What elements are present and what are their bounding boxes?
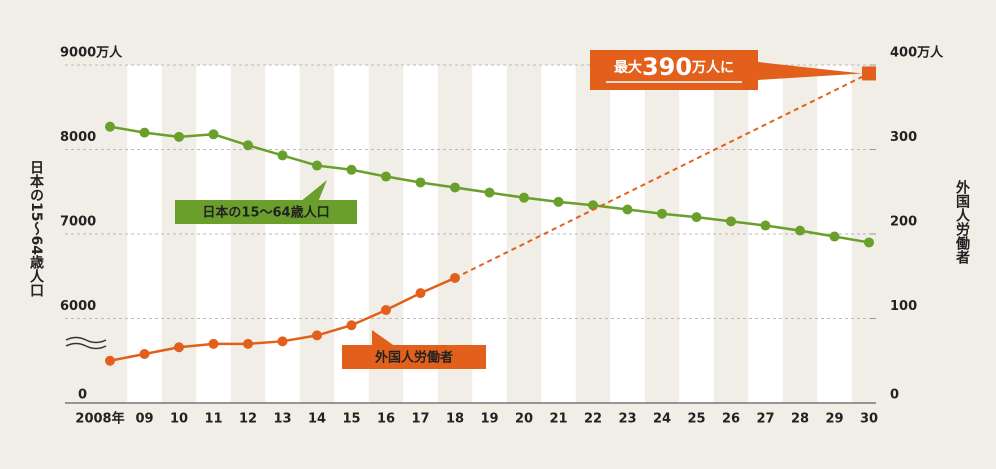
x-tick-label: 26 (722, 412, 740, 427)
point (691, 212, 702, 223)
point (795, 225, 805, 236)
x-tick-label: 22 (584, 412, 602, 427)
legend-label: 日本の15～64歳人口 (202, 205, 329, 221)
annotation-pointer (758, 62, 862, 80)
point (450, 182, 460, 193)
point (519, 192, 529, 203)
y2-tick-label: 100 (890, 299, 917, 314)
point (277, 150, 288, 161)
x-tick-label: 23 (618, 412, 636, 427)
point (829, 231, 840, 242)
x-tick-label: 24 (653, 412, 671, 427)
point (105, 355, 115, 366)
x-tick-label: 18 (446, 412, 464, 427)
x-tick-label: 30 (860, 412, 878, 427)
point (139, 127, 150, 138)
point (484, 187, 495, 198)
y-axis-label: 日本の15～64歳人口 (28, 160, 44, 297)
y-break-label: 0 (78, 388, 87, 403)
legend-pointer (372, 330, 396, 347)
y2-tick-label: 400万人 (890, 45, 944, 61)
y2-tick-label: 0 (890, 388, 899, 403)
y-tick-label: 8000 (60, 130, 96, 145)
x-tick-label: 09 (135, 412, 153, 427)
point (864, 237, 874, 248)
x-tick-label: 27 (756, 412, 774, 427)
annotation-part: 万人に (691, 59, 734, 76)
x-tick-label: 2008年 (75, 411, 124, 427)
legend-box (175, 200, 357, 224)
point (277, 336, 288, 347)
point (381, 305, 391, 316)
x-tick-label: 29 (825, 412, 843, 427)
x-tick-label: 17 (411, 412, 429, 427)
annotation: 最大390万人に (614, 53, 734, 81)
y2-axis-label: 外国人労働者 (954, 179, 971, 264)
x-tick-label: 10 (170, 412, 188, 427)
point (553, 196, 564, 207)
y2-tick-label: 200 (890, 215, 917, 230)
point (312, 330, 322, 341)
point (346, 320, 357, 331)
x-tick-label: 12 (239, 412, 257, 427)
point (622, 204, 633, 215)
x-tick-label: 11 (204, 412, 222, 427)
x-tick-label: 20 (515, 412, 533, 427)
stripe (748, 65, 783, 403)
point (105, 121, 115, 132)
y-tick-label: 9000万人 (60, 45, 123, 61)
axis-break (65, 336, 107, 350)
point (415, 288, 426, 299)
point (381, 171, 391, 182)
stripe (610, 65, 645, 403)
y-tick-label: 7000 (60, 215, 96, 230)
x-tick-label: 15 (342, 412, 360, 427)
end-point (862, 66, 876, 81)
point (208, 338, 219, 349)
point (174, 342, 184, 353)
point (312, 160, 322, 171)
point (726, 216, 736, 227)
x-tick-label: 13 (273, 412, 291, 427)
point (657, 208, 667, 219)
annotation-part: 最大 (614, 59, 642, 76)
point (208, 129, 219, 140)
point (174, 131, 184, 142)
legend-box (342, 345, 486, 369)
point (243, 338, 253, 349)
y2-tick-label: 300 (890, 130, 917, 145)
point (415, 177, 426, 188)
point (139, 348, 150, 359)
x-tick-label: 21 (549, 412, 567, 427)
x-tick-label: 25 (687, 412, 705, 427)
point (243, 140, 253, 151)
y-tick-label: 6000 (60, 299, 96, 314)
x-tick-label: 16 (377, 412, 395, 427)
annotation-part: 390 (642, 53, 692, 81)
legend-label: 外国人労働者 (374, 350, 453, 366)
stripe (196, 65, 231, 403)
point (346, 164, 357, 175)
x-tick-label: 14 (308, 412, 326, 427)
projection-line (454, 72, 870, 279)
x-tick-label: 19 (480, 412, 498, 427)
point (760, 220, 771, 231)
x-tick-label: 28 (791, 412, 809, 427)
legend-pointer (300, 180, 327, 202)
annotation-box (590, 50, 758, 90)
